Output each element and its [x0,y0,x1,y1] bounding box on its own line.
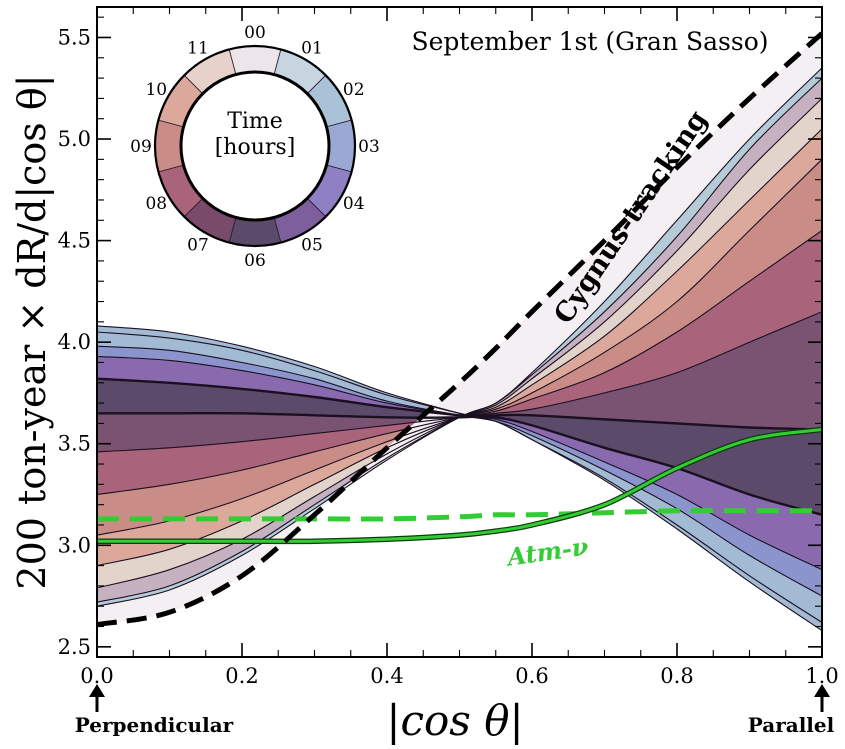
x-tick-label: 0.4 [370,664,403,688]
hour-band-07 [97,311,822,452]
clock-hour-label: 09 [130,137,152,157]
clock-hour-label: 06 [244,251,266,271]
hour-curve-11b [97,325,822,632]
clock-hour-label: 03 [358,137,380,157]
clock-hour-label: 08 [145,194,167,214]
clock-segment-03 [325,119,356,173]
hour-band-05 [97,159,822,536]
hour-bands [97,33,822,631]
clock-title-line1: Time [227,109,283,134]
hour-curve-04 [97,158,822,536]
atm-nu-label: Atm-ν [504,532,591,572]
hour-band-edges [97,67,822,632]
parallel-annotation: Parallel [748,684,835,737]
y-tick-label: 2.5 [58,635,91,659]
x-tick-label: 0.2 [225,664,258,688]
y-axis-ticks: 2.5 3.0 3.5 4.0 4.5 5.0 5.5 [58,16,822,659]
clock-inner-circle [179,70,331,222]
clock-hour-label: 05 [301,236,323,256]
clock-outer-ring [153,44,357,248]
y-tick-label: 3.5 [58,432,91,456]
clock-segment-09 [154,119,185,173]
y-tick-label: 5.0 [58,127,91,151]
x-tick-label: 0.6 [515,664,548,688]
clock-title-line2: [hours] [215,135,296,160]
hour-band-06 [97,230,822,495]
hour-curve-05 [97,229,822,496]
time-clock-inset: 00 01 02 03 04 05 06 07 08 09 10 11 Time[hours] [130,23,380,271]
clock-segment-00 [228,45,282,76]
x-axis-label: |cos θ| [386,696,523,745]
cygnus-tracking-line [97,31,822,627]
y-axis-label: 200 ton-year × dR/d|cos θ| [10,74,54,589]
hour-band-04 [97,128,822,566]
perpendicular-annotation: Perpendicular [75,684,234,737]
clock-hour-label: 02 [343,80,365,100]
hour-band-09 [97,356,822,570]
atm-nu-line [97,428,822,543]
hour-curve-10 [97,345,822,597]
parallel-arrowhead-icon [814,684,830,697]
x-tick-label: 0.8 [660,664,693,688]
chart-title: September 1st (Gran Sasso) [411,27,768,56]
y-tick-label: 4.0 [58,330,91,354]
y-tick-label: 5.5 [58,25,91,49]
y-tick-label: 4.5 [58,229,91,253]
perpendicular-label: Perpendicular [75,713,234,737]
hour-curve-01 [97,77,822,603]
overlay-lines [97,31,822,627]
clock-hour-label: 11 [187,38,209,58]
x-axis-ticks: 0.0 0.2 0.4 0.6 0.8 1.0 [80,7,839,688]
hour-curve-08 [97,377,822,516]
parallel-label: Parallel [748,713,835,737]
clock-hour-label: 04 [343,194,365,214]
y-tick-label: 3.0 [58,533,91,557]
hour-band-08 [97,378,822,515]
clock-hour-label: 00 [244,23,266,43]
clock-hour-label: 01 [301,38,323,58]
clock-hour-label: 10 [145,80,167,100]
clock-segment-06 [228,216,282,247]
atm-nu-dashed-line [97,508,822,522]
perpendicular-arrowhead-icon [89,684,105,697]
clock-hour-label: 07 [187,236,209,256]
